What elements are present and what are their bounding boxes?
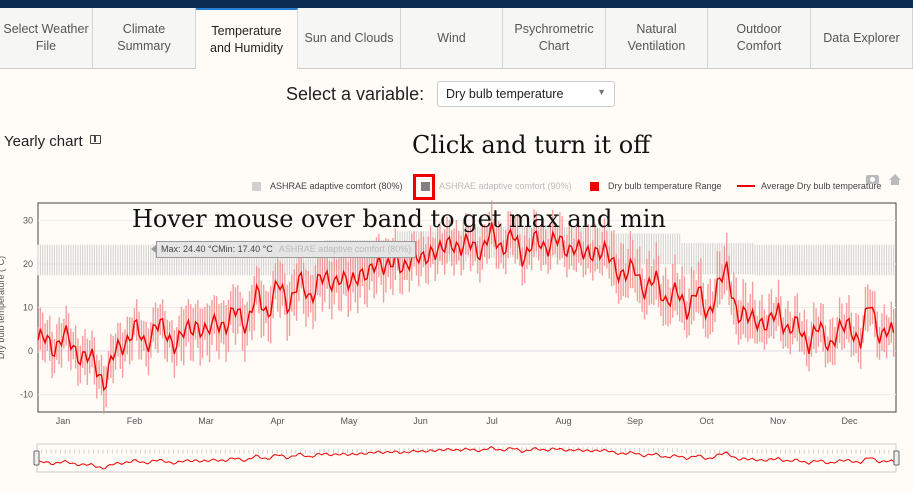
legend-item-comfort-90[interactable]: ASHRAE adaptive comfort (90%) [421, 181, 572, 191]
range-handle-right [893, 450, 900, 466]
variable-label: Select a variable: [286, 84, 425, 104]
tab-natural-ventilation[interactable]: Natural Ventilation [606, 8, 708, 68]
legend-label: ASHRAE adaptive comfort (90%) [439, 181, 572, 191]
variable-dropdown-value: Dry bulb temperature [446, 87, 564, 101]
legend-label: Average Dry bulb temperature [761, 181, 882, 191]
y-tick-label: 30 [23, 215, 33, 225]
tooltip-values: Max: 24.40 °CMin: 17.40 °C [161, 244, 273, 254]
tab-bar: Select Weather File Climate Summary Temp… [0, 8, 913, 69]
x-tick-label: Sep [627, 416, 643, 426]
range-slider[interactable] [0, 440, 913, 485]
variable-selector-row: Select a variable: Dry bulb temperature … [0, 80, 913, 110]
x-tick-label: May [341, 416, 359, 426]
legend-swatch [590, 181, 599, 191]
tab-temperature-humidity[interactable]: Temperature and Humidity [196, 8, 298, 69]
average-line [37, 222, 895, 392]
tab-outdoor-comfort[interactable]: Outdoor Comfort [708, 8, 811, 68]
y-tick-label: 10 [23, 303, 33, 313]
legend-item-range[interactable]: Dry bulb temperature Range [590, 181, 722, 191]
x-tick-label: Aug [556, 416, 572, 426]
chevron-down-icon: ▼ [597, 87, 606, 97]
section-title: Yearly chart [4, 133, 83, 150]
y-tick-label: -10 [20, 390, 33, 400]
chart-legend: ASHRAE adaptive comfort (80%) ASHRAE ada… [0, 181, 913, 197]
y-tick-label: 20 [23, 259, 33, 269]
highlight-box [413, 174, 435, 200]
legend-swatch [737, 185, 755, 187]
x-tick-label: Oct [700, 416, 715, 426]
legend-item-average[interactable]: Average Dry bulb temperature [737, 181, 881, 191]
top-navbar [0, 0, 913, 8]
x-tick-label: Feb [127, 416, 143, 426]
annotation-hover: Hover mouse over band to get max and min [132, 205, 666, 233]
x-tick-label: Apr [271, 416, 285, 426]
tooltip-series: ASHRAE adaptive comfort (80%) [278, 244, 412, 254]
tab-select-weather-file[interactable]: Select Weather File [0, 8, 93, 68]
x-tick-label: Jul [486, 416, 498, 426]
x-tick-label: Dec [842, 416, 859, 426]
legend-item-comfort-80[interactable]: ASHRAE adaptive comfort (80%) [252, 181, 403, 191]
variable-dropdown[interactable]: Dry bulb temperature ▼ [437, 81, 615, 107]
x-tick-label: Jun [413, 416, 428, 426]
tab-data-explorer[interactable]: Data Explorer [811, 8, 913, 68]
x-tick-label: Nov [770, 416, 787, 426]
mini-average-line [36, 446, 894, 470]
book-icon[interactable] [90, 135, 101, 144]
tab-climate-summary[interactable]: Climate Summary [93, 8, 196, 68]
range-handle-left [33, 450, 40, 466]
mini-comfort-band [36, 447, 895, 454]
annotation-click: Click and turn it off [412, 131, 651, 159]
tab-sun-clouds[interactable]: Sun and Clouds [298, 8, 401, 68]
home-icon[interactable] [889, 174, 901, 185]
legend-label: ASHRAE adaptive comfort (80%) [270, 181, 403, 191]
hover-tooltip: Max: 24.40 °CMin: 17.40 °C ASHRAE adaptiv… [150, 241, 417, 258]
legend-label: Dry bulb temperature Range [608, 181, 722, 191]
camera-icon[interactable] [866, 175, 879, 184]
x-tick-label: Jan [56, 416, 71, 426]
tab-psychrometric-chart[interactable]: Psychrometric Chart [503, 8, 606, 68]
legend-swatch [421, 181, 430, 191]
tab-wind[interactable]: Wind [401, 8, 503, 68]
x-tick-label: Mar [198, 416, 214, 426]
yearly-chart[interactable]: -10 0 10 20 30 Dry bulb temperature (°C) Jan Fe… [0, 200, 913, 435]
y-tick-label: 0 [28, 346, 33, 356]
legend-swatch [252, 181, 261, 191]
y-axis-label: Dry bulb temperature (°C) [0, 256, 6, 359]
